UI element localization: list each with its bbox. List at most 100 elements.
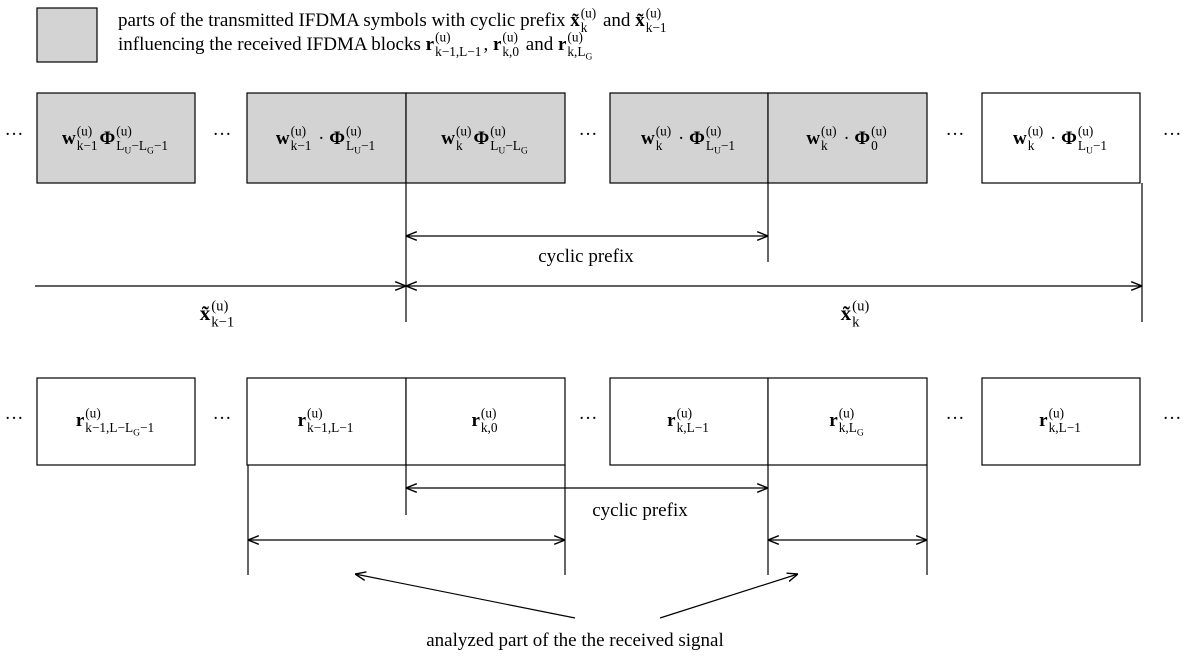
- math-text: k−1: [211, 315, 234, 331]
- math-text: −1: [361, 138, 375, 153]
- math-text: G: [147, 146, 154, 157]
- tx-block: [767, 92, 928, 184]
- math-text: L: [849, 420, 857, 435]
- math-text: (u): [116, 123, 132, 138]
- math-term: w (u)k · Φ (u)0: [806, 123, 886, 153]
- math-text: k−1: [291, 138, 312, 153]
- math-text: ·: [1045, 128, 1061, 149]
- math-text: w: [1013, 128, 1027, 149]
- math-text: k,: [839, 420, 849, 435]
- math-text: Φ: [329, 128, 345, 149]
- math-term: influencing the received IFDMA blocks r(…: [118, 29, 593, 62]
- math-term: r (u)k,L−1: [667, 405, 709, 435]
- math-term: w (u)k · Φ (u)L U −1: [641, 123, 735, 156]
- math-text: −1: [154, 138, 168, 153]
- math-term: x̃ (u)k: [841, 299, 870, 331]
- ellipsis: ···: [946, 408, 965, 429]
- math-text: r: [1039, 410, 1048, 431]
- ellipsis: ···: [1163, 408, 1182, 429]
- math-text: U: [124, 146, 131, 157]
- analyzed-label: analyzed part of the the received signal: [426, 630, 724, 651]
- math-text: (u): [1028, 123, 1044, 138]
- ellipsis: ···: [946, 124, 965, 145]
- math-text: r: [558, 34, 567, 55]
- math-text: k−1,L−1: [307, 420, 353, 435]
- math-term: r (u)k,0: [471, 405, 497, 435]
- ellipsis: ···: [5, 408, 24, 429]
- math-term: w (u)k−1 Φ (u)L U − L G −1: [62, 123, 168, 156]
- math-text: ·: [313, 128, 329, 149]
- rx-block: [767, 377, 928, 466]
- math-text: L: [490, 138, 498, 153]
- math-text: k−1: [646, 20, 667, 35]
- math-text: w: [441, 128, 455, 149]
- math-text: −: [505, 138, 513, 153]
- math-text: (u): [77, 123, 93, 138]
- math-term: x̃ (u)k−1: [200, 299, 234, 331]
- math-text: w: [276, 128, 290, 149]
- math-text: (u): [821, 123, 837, 138]
- math-text: w: [62, 128, 76, 149]
- math-term: w (u)k · Φ (u)L U −1: [1013, 123, 1107, 156]
- math-text: ,: [483, 34, 493, 55]
- math-text: r: [426, 34, 435, 55]
- math-text: (u): [456, 123, 472, 138]
- math-text: and: [598, 10, 635, 31]
- math-text: (u): [502, 29, 518, 44]
- math-term: w (u)k Φ (u)L U − L G: [441, 123, 528, 156]
- math-text: Φ: [473, 128, 489, 149]
- rx-block: [609, 377, 769, 466]
- math-text: r: [829, 410, 838, 431]
- rx-block: [246, 377, 407, 466]
- math-text: k: [852, 315, 860, 331]
- tx-block: [246, 92, 407, 184]
- math-text: L: [346, 138, 354, 153]
- ellipsis: ···: [213, 408, 232, 429]
- math-text: k,L−1: [677, 420, 709, 435]
- math-text: U: [498, 146, 505, 157]
- math-text: G: [586, 52, 593, 63]
- math-text: −: [131, 138, 139, 153]
- math-text: (u): [581, 5, 597, 20]
- math-text: (u): [211, 299, 228, 315]
- math-text: −1: [1093, 138, 1107, 153]
- math-text: x̃: [635, 10, 645, 31]
- math-text: k,: [567, 44, 577, 59]
- ellipsis: ···: [213, 124, 232, 145]
- rx-block: [405, 377, 566, 466]
- math-text: (u): [1049, 405, 1065, 420]
- math-text: (u): [852, 299, 869, 315]
- math-text: (u): [567, 29, 583, 44]
- math-text: w: [806, 128, 820, 149]
- math-text: (u): [490, 123, 506, 138]
- pointer: [355, 574, 576, 619]
- legend-swatch: [36, 7, 98, 63]
- math-text: r: [298, 410, 307, 431]
- math-text: Φ: [1061, 128, 1077, 149]
- math-text: parts of the transmitted IFDMA symbols w…: [118, 10, 570, 31]
- math-text: −1: [140, 420, 154, 435]
- ellipsis: ···: [1163, 124, 1182, 145]
- math-text: k: [456, 138, 463, 153]
- math-text: G: [133, 428, 140, 439]
- math-text: k,0: [502, 44, 519, 59]
- math-term: parts of the transmitted IFDMA symbols w…: [118, 5, 666, 35]
- math-text: (u): [706, 123, 722, 138]
- math-text: r: [76, 410, 85, 431]
- math-text: k: [1028, 138, 1035, 153]
- boxes: [36, 92, 1141, 466]
- rx-block: [36, 377, 196, 466]
- math-term: r (u)k,L−1: [1039, 405, 1081, 435]
- math-text: k,0: [481, 420, 498, 435]
- ellipsis: ···: [579, 408, 598, 429]
- math-text: Φ: [100, 128, 116, 149]
- math-text: U: [354, 146, 361, 157]
- math-text: (u): [435, 29, 451, 44]
- pointer: [659, 574, 798, 619]
- math-text: k: [581, 20, 588, 35]
- math-text: L: [116, 138, 124, 153]
- math-text: k: [656, 138, 663, 153]
- math-text: k−1,L−: [85, 420, 125, 435]
- math-term: r (u)k−1,L−1: [298, 405, 354, 435]
